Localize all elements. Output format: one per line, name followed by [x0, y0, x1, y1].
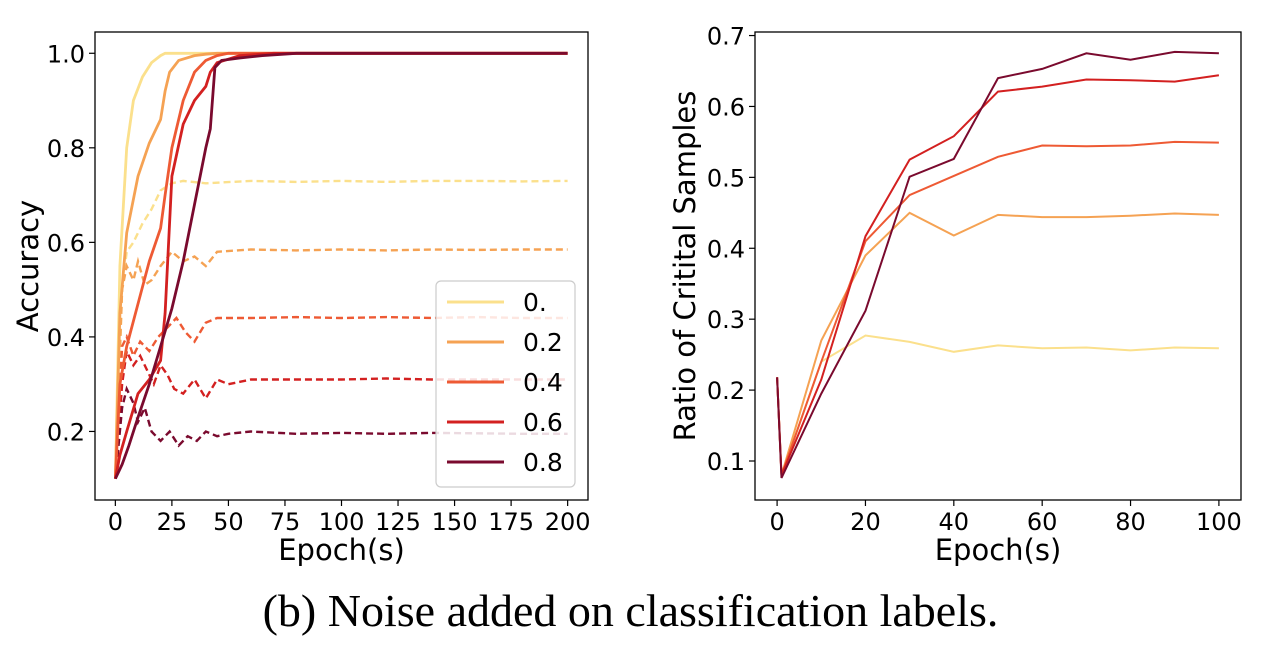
- legend-label: 0.: [523, 288, 547, 317]
- critical-ytick-label: 0.5: [707, 164, 745, 192]
- accuracy-ytick-label: 0.2: [47, 418, 85, 446]
- critical-ratio-line-0: [776, 334, 1219, 476]
- legend: 0. 0.2 0.4 0.6 0.8: [435, 280, 576, 488]
- accuracy-ytick-label: 0.8: [47, 135, 85, 163]
- critical-ytick-label: 0.2: [707, 377, 745, 405]
- critical-ylabel: Ratio of Critital Samples: [668, 91, 702, 442]
- accuracy-xtick-label: 100: [319, 508, 365, 536]
- train-accuracy-line-0: [114, 51, 568, 479]
- critical-ytick-label: 0.6: [707, 93, 745, 121]
- accuracy-xtick-label: 75: [270, 508, 301, 536]
- legend-label: 0.6: [523, 408, 563, 437]
- critical-xtick-label: 40: [939, 508, 970, 536]
- critical-ratio-line-2: [776, 140, 1219, 476]
- critical-xtick-label: 80: [1115, 508, 1146, 536]
- test-accuracy-line-4: [114, 385, 568, 479]
- critical-frame: [754, 31, 1242, 501]
- figure-caption: (b) Noise added on classification labels…: [262, 585, 999, 636]
- accuracy-xtick-label: 150: [432, 508, 478, 536]
- critical-xtick-label: 100: [1196, 508, 1242, 536]
- test-accuracy-line-0: [114, 179, 568, 479]
- train-accuracy-line-4: [114, 51, 568, 480]
- critical-xtick-label: 60: [1027, 508, 1058, 536]
- critical-xlabel: Epoch(s): [935, 533, 1062, 567]
- accuracy-ytick-label: 1.0: [47, 40, 85, 68]
- critical-ytick-label: 0.7: [707, 23, 745, 51]
- critical-xtick-label: 0: [769, 508, 784, 536]
- critical-ytick-label: 0.1: [707, 448, 745, 476]
- accuracy-xtick-label: 125: [375, 508, 421, 536]
- train-accuracy-line-2: [114, 51, 568, 479]
- legend-label: 0.2: [523, 328, 563, 357]
- critical-samples-plot: 0 20 40 60 80 100 0.1 0.2 0.3 0.4 0.5 0.6 0.7 Epoch(s…: [668, 23, 1242, 567]
- legend-label: 0.4: [523, 368, 563, 397]
- test-accuracy-line-2: [114, 315, 568, 479]
- critical-ratio-line-1: [776, 211, 1219, 476]
- accuracy-xtick-label: 25: [157, 508, 188, 536]
- legend-box: [435, 280, 576, 488]
- legend-label: 0.8: [523, 448, 563, 477]
- critical-ytick-label: 0.3: [707, 306, 745, 334]
- accuracy-ytick-label: 0.6: [47, 229, 85, 257]
- accuracy-ylabel: Accuracy: [11, 200, 45, 332]
- accuracy-ytick-label: 0.4: [47, 324, 85, 352]
- critical-ratio-line-3: [776, 74, 1220, 476]
- accuracy-plot: 0 25 50 75 100 125 150 175 200 0.2 0.4 0.6 0.8 1.0 Epo…: [11, 31, 591, 567]
- accuracy-xlabel: Epoch(s): [278, 533, 405, 567]
- train-accuracy-line-1: [114, 51, 568, 479]
- critical-xtick-label: 20: [850, 508, 881, 536]
- accuracy-xtick-label: 0: [108, 508, 123, 536]
- critical-ratio-line-4: [776, 50, 1219, 479]
- accuracy-xtick-label: 175: [488, 508, 534, 536]
- critical-ytick-label: 0.4: [707, 235, 745, 263]
- test-accuracy-line-1: [114, 248, 568, 479]
- accuracy-xtick-label: 50: [213, 508, 244, 536]
- accuracy-xtick-label: 200: [545, 508, 591, 536]
